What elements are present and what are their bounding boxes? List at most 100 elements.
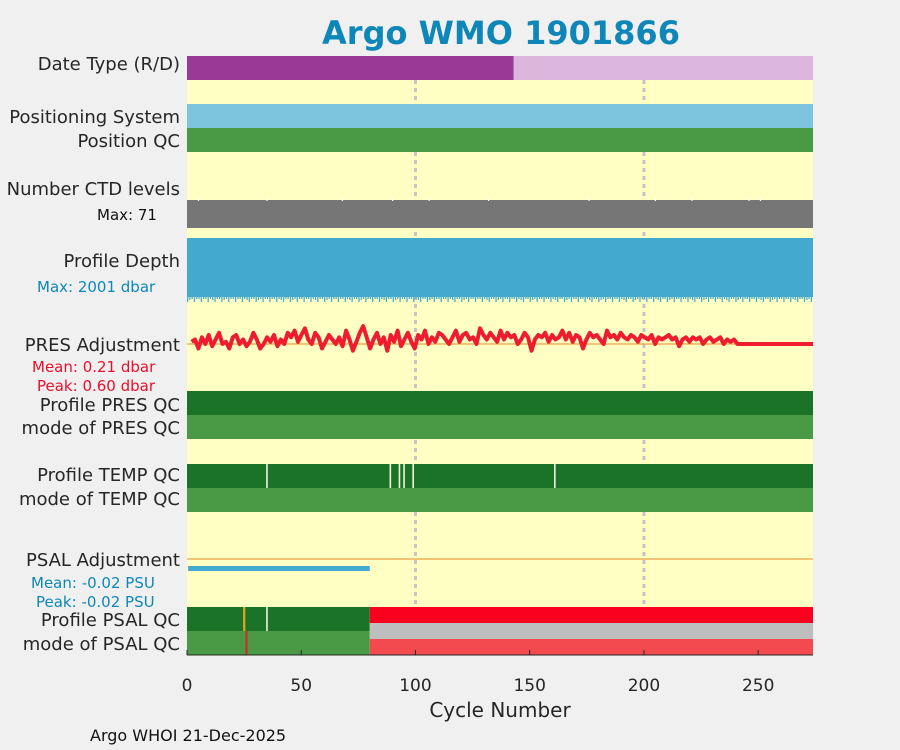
- profile-depth-notch: [515, 297, 518, 302]
- profile-depth-notch: [673, 297, 675, 302]
- profile-depth-notch: [353, 297, 356, 299]
- profile-depth-notch: [198, 297, 200, 299]
- profile-depth-notch: [488, 297, 490, 302]
- profile-depth-notch: [744, 297, 746, 299]
- profile-depth-notch: [701, 297, 703, 302]
- profile-depth-notch: [728, 297, 730, 302]
- profile-depth-notch: [552, 297, 554, 299]
- profile-depth-notch: [241, 297, 244, 302]
- profile-depth-notch: [566, 297, 568, 300]
- profile-depth-notch: [785, 297, 787, 299]
- profile-depth-notch: [705, 297, 707, 299]
- label-position-qc: Position QC: [77, 131, 180, 152]
- profile-depth-notch: [250, 297, 253, 299]
- profile-depth-notch: [662, 297, 664, 299]
- mode-psal-qc-grey-bar: [369, 631, 813, 639]
- profile-depth-notch: [643, 297, 646, 299]
- profile-depth-notch: [447, 297, 449, 302]
- profile-depth-notch: [477, 297, 479, 299]
- profile-depth-notch: [342, 297, 344, 299]
- profile-depth-notch: [367, 297, 369, 299]
- profile-depth-notch: [317, 297, 319, 302]
- profile-depth-notch: [694, 297, 696, 302]
- profile-depth-notch: [490, 297, 493, 299]
- profile-depth-notch: [538, 297, 541, 299]
- profile-depth-notch: [223, 297, 225, 300]
- profile-depth-notch: [799, 297, 801, 299]
- profile-depth-notch: [417, 297, 420, 300]
- profile-depth-notch: [808, 297, 810, 299]
- pres-adjustment-line: [190, 324, 813, 353]
- profile-depth-notch: [749, 297, 751, 302]
- profile-depth-notch: [426, 297, 429, 302]
- profile-depth-notch: [285, 297, 287, 299]
- profile-depth-notch: [525, 297, 527, 299]
- profile-depth-notch: [739, 297, 742, 299]
- profile-depth-notch: [650, 297, 653, 299]
- profile-depth-notch: [269, 297, 271, 302]
- profile-depth-notch: [703, 297, 705, 300]
- profile-depth-notch: [579, 297, 582, 299]
- profile-depth-notch: [801, 297, 803, 299]
- profile-depth-notch: [675, 297, 678, 299]
- profile-depth-notch: [319, 297, 321, 299]
- profile-depth-notch: [292, 297, 294, 300]
- profile-depth-notch: [278, 297, 280, 299]
- profile-depth-notch: [547, 297, 550, 299]
- profile-depth-notch: [767, 297, 769, 299]
- profile-depth-notch: [600, 297, 602, 300]
- profile-depth-notch: [289, 297, 292, 302]
- profile-depth-notch: [456, 297, 458, 299]
- profile-depth-notch: [187, 297, 189, 302]
- mode-pres-qc-bar: [187, 415, 813, 439]
- profile-depth-notch: [543, 297, 545, 302]
- profile-depth-notch: [506, 297, 509, 299]
- x-tick-label: 200: [628, 676, 660, 696]
- profile-depth-notch: [541, 297, 543, 299]
- profile-depth-notch: [454, 297, 456, 302]
- profile-depth-notch: [755, 297, 758, 302]
- x-tick-label: 50: [290, 676, 312, 696]
- profile-depth-notch: [321, 297, 324, 299]
- profile-depth-notch: [522, 297, 525, 302]
- profile-depth-notch: [733, 297, 735, 299]
- profile-depth-notch: [513, 297, 515, 299]
- profile-depth-notch: [394, 297, 397, 300]
- profile-depth-notch: [648, 297, 650, 299]
- profile-depth-notch: [776, 297, 778, 302]
- profile-depth-notch: [632, 297, 634, 302]
- profile-depth-notch: [618, 297, 621, 302]
- profile-depth-notch: [372, 297, 374, 302]
- profile-depth-notch: [193, 297, 196, 302]
- profile-depth-notch: [783, 297, 785, 302]
- profile-depth-notch: [719, 297, 721, 299]
- profile-depth-notch: [545, 297, 547, 299]
- profile-depth-notch: [609, 297, 611, 299]
- label-profile-psal-qc: Profile PSAL QC: [41, 610, 180, 631]
- profile-depth-notch: [484, 297, 486, 299]
- profile-depth-notch: [550, 297, 552, 302]
- profile-depth-notch: [246, 297, 248, 300]
- profile-depth-notch: [561, 297, 563, 299]
- profile-depth-notch: [212, 297, 214, 300]
- profile-depth-notch: [385, 297, 388, 302]
- profile-depth-notch: [685, 297, 687, 299]
- label-mode-psal-qc: mode of PSAL QC: [23, 634, 180, 655]
- profile-depth-notch: [282, 297, 285, 302]
- profile-depth-notch: [639, 297, 641, 302]
- profile-depth-notch: [461, 297, 463, 302]
- profile-depth-notch: [335, 297, 337, 299]
- profile-pres-qc-bar: [187, 391, 813, 415]
- profile-depth-notch: [534, 297, 536, 299]
- profile-depth-notch: [563, 297, 566, 302]
- mode-temp-qc-bar: [187, 488, 813, 512]
- profile-depth-notch: [438, 297, 440, 299]
- positioning-system-bar: [187, 104, 813, 128]
- profile-depth-notch: [630, 297, 632, 299]
- profile-depth-notch: [301, 297, 303, 299]
- profile-depth-notch: [209, 297, 212, 299]
- plot-background: [187, 56, 813, 655]
- profile-depth-notch: [264, 297, 266, 299]
- profile-depth-notch: [577, 297, 579, 302]
- profile-depth-notch: [369, 297, 372, 299]
